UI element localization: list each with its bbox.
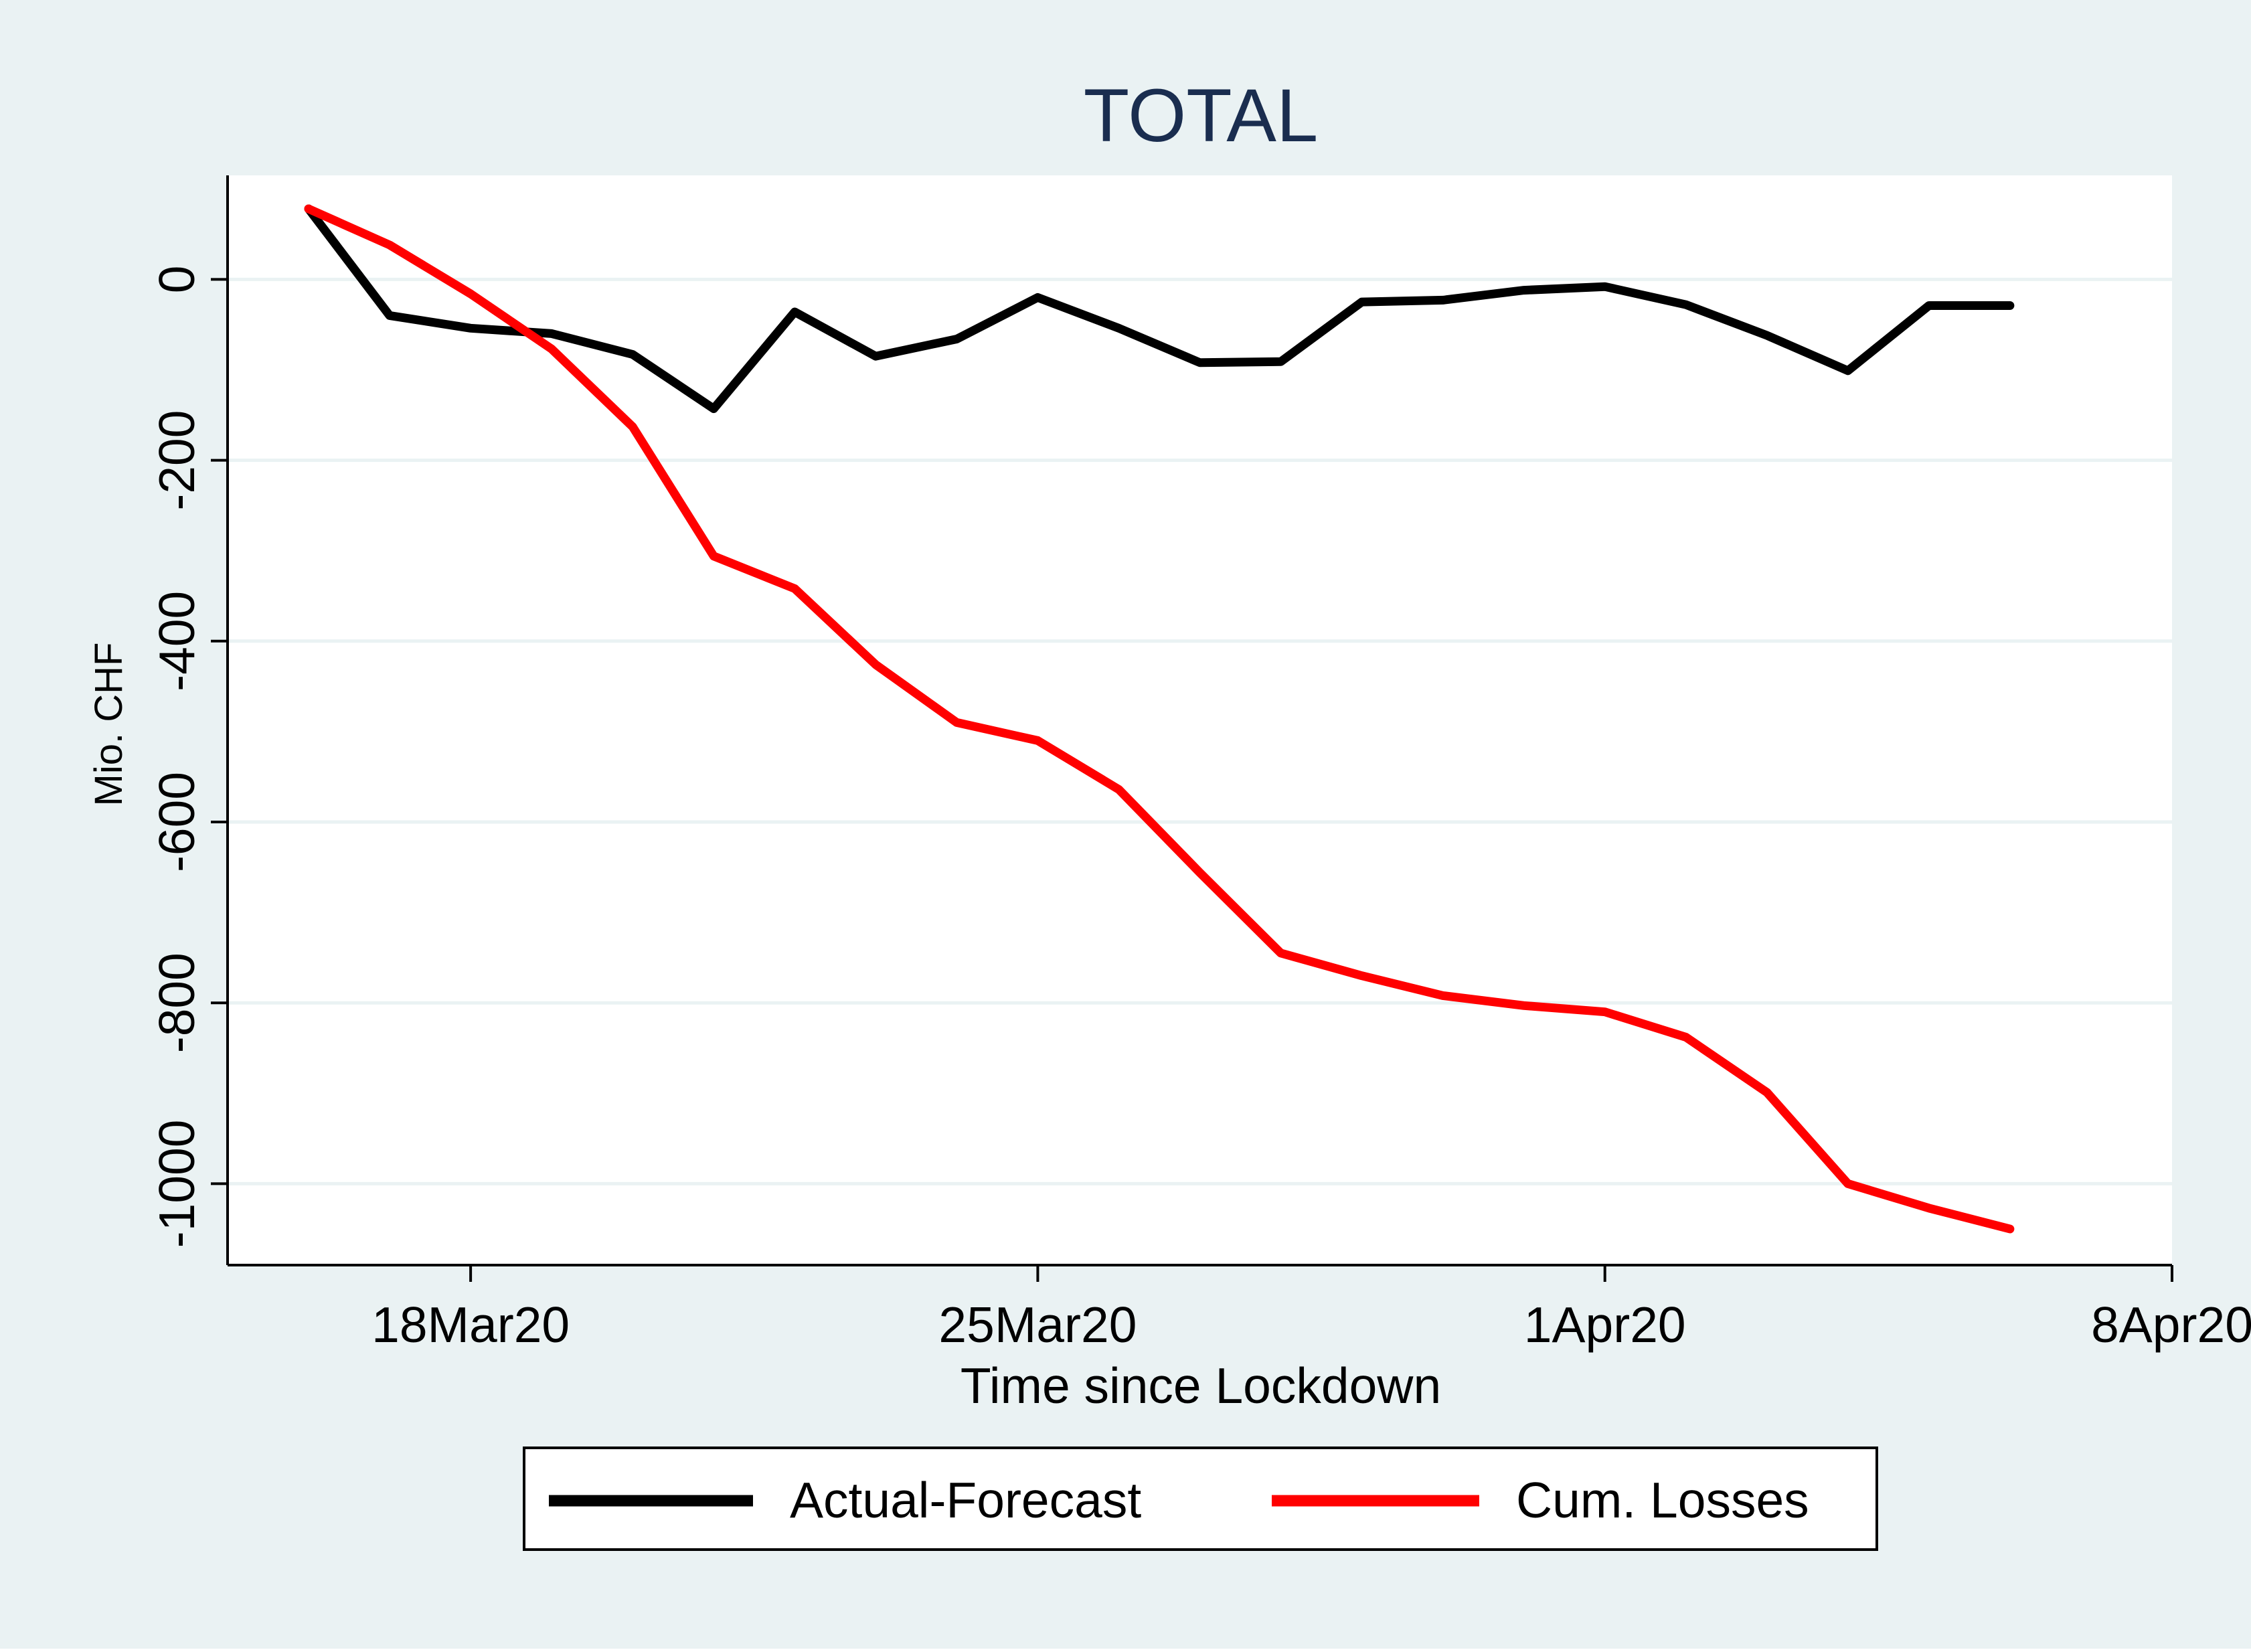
y-tick-label: -200 <box>149 410 205 511</box>
legend-label-actual-forecast: Actual-Forecast <box>790 1472 1141 1528</box>
x-tick-label: 8Apr20 <box>2091 1297 2251 1353</box>
series-lines <box>304 204 2015 1234</box>
x-tick-label: 18Mar20 <box>371 1297 570 1353</box>
y-axis-title: Mio. CHF <box>87 643 131 807</box>
x-tick-label: 25Mar20 <box>938 1297 1137 1353</box>
series-line-cum-losses <box>304 204 2015 1234</box>
x-tick-label: 1Apr20 <box>1524 1297 1686 1353</box>
chart-title: TOTAL <box>1084 74 1319 157</box>
axes: 0 -200 -400 -600 -800 -1000 18Mar20 25Mar20 1Apr… <box>149 175 2251 1353</box>
y-tick-label: -400 <box>149 591 205 691</box>
plot-background <box>228 175 2172 1265</box>
legend: Actual-Forecast Cum. Losses <box>523 1447 1878 1551</box>
y-tick-label: 0 <box>149 266 205 294</box>
y-tick-label: -600 <box>149 772 205 872</box>
x-axis-title: Time since Lockdown <box>961 1357 1441 1414</box>
y-tick-label: -1000 <box>149 1119 205 1248</box>
legend-label-cum-losses: Cum. Losses <box>1516 1472 1809 1528</box>
series-line-actual-forecast <box>304 204 2015 414</box>
y-tick-label: -800 <box>149 953 205 1053</box>
